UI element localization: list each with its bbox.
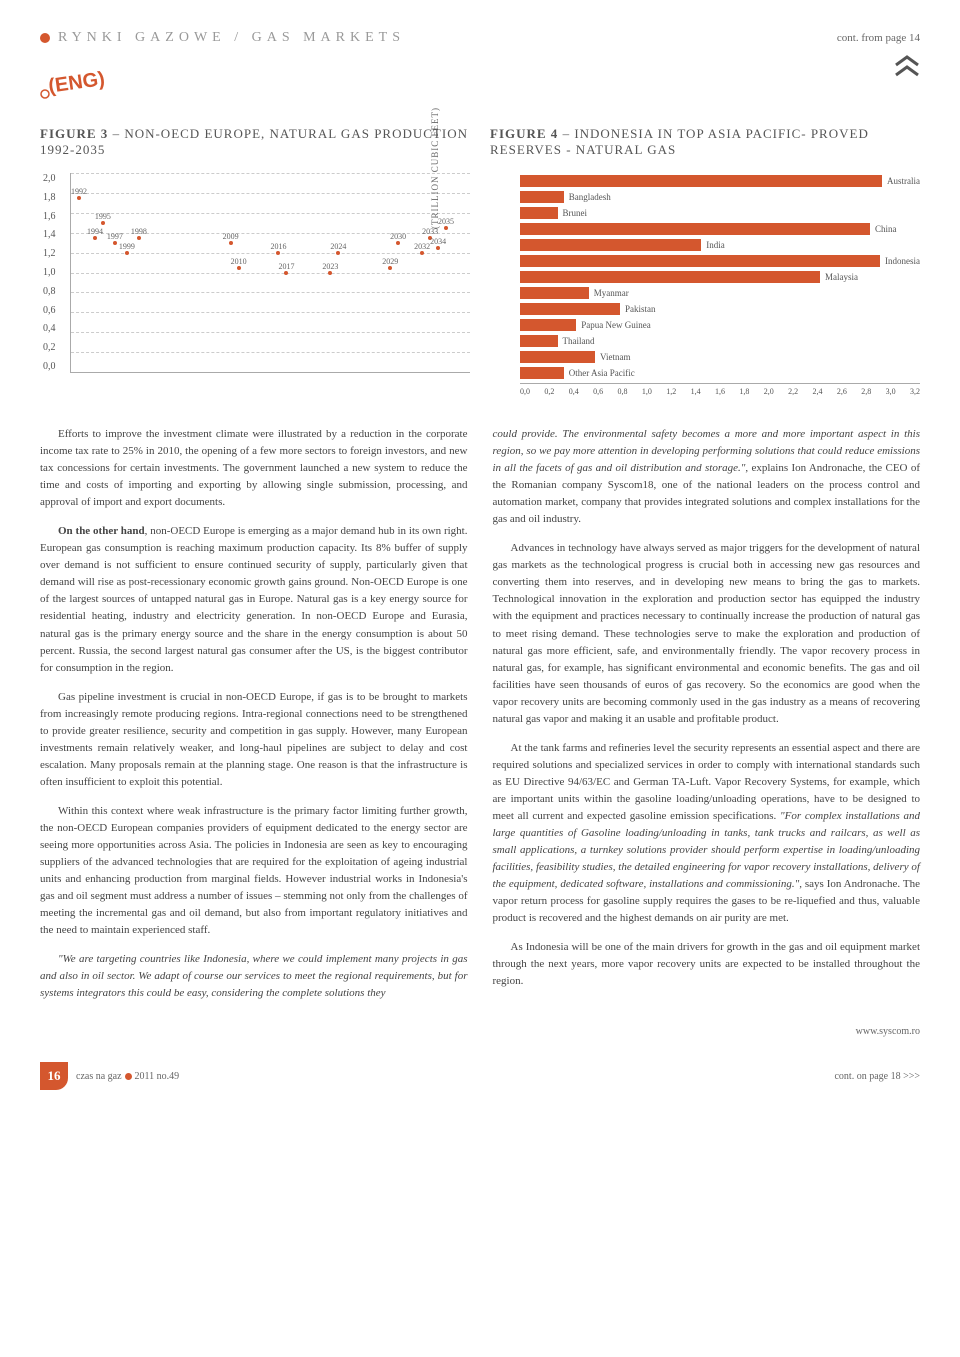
line-chart: 2,01,81,61,41,21,00,80,60,40,20,0 199219…: [70, 173, 470, 373]
bullet-icon: [40, 33, 50, 43]
eng-badge: (ENG): [40, 61, 920, 101]
footer-mag: czas na gaz2011 no.49: [76, 1071, 179, 1082]
fig4-title-strong: FIGURE 4: [490, 126, 558, 141]
page-number: 16: [40, 1062, 68, 1090]
cont-from: cont. from page 14: [837, 32, 920, 44]
figure-3: FIGURE 3 – NON-OECD EUROPE, NATURAL GAS …: [40, 126, 470, 396]
fig3-y-axis: 2,01,81,61,41,21,00,80,60,40,20,0: [43, 173, 56, 372]
bar-chart: AustraliaBangladeshBruneiChinaIndiaIndon…: [520, 173, 920, 373]
website-link: www.syscom.ro: [40, 1026, 920, 1037]
fig3-title-strong: FIGURE 3: [40, 126, 108, 141]
column-right: could provide. The environmental safety …: [493, 426, 921, 1014]
fig4-y-label: (TRILLION CUBIC FEET): [430, 107, 440, 229]
page-header: RYNKI GAZOWE / GAS MARKETS cont. from pa…: [40, 30, 920, 46]
chevron-up-icon: [894, 55, 920, 82]
page-footer: 16 czas na gaz2011 no.49 cont. on page 1…: [40, 1062, 920, 1090]
fig4-x-axis: 0,00,20,40,60,81,01,21,41,61,82,02,22,42…: [520, 383, 920, 396]
cont-on: cont. on page 18 >>>: [834, 1071, 920, 1082]
figure-4: FIGURE 4 – INDONESIA IN TOP ASIA PACIFIC…: [490, 126, 920, 396]
body-columns: Efforts to improve the investment climat…: [40, 426, 920, 1014]
column-left: Efforts to improve the investment climat…: [40, 426, 468, 1014]
svg-text:(ENG): (ENG): [47, 68, 106, 98]
section-title: RYNKI GAZOWE / GAS MARKETS: [58, 30, 405, 46]
